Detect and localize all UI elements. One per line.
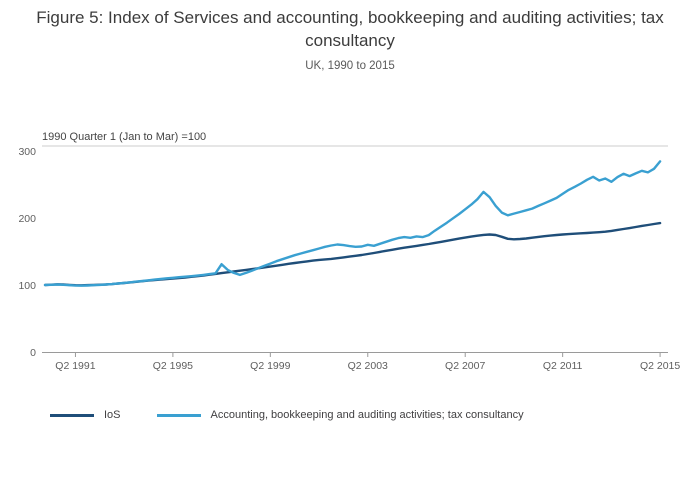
legend-item-accounting[interactable]: Accounting, bookkeeping and auditing act…	[156, 409, 524, 421]
x-tick-label: Q2 2015	[640, 360, 680, 372]
chart-title: Figure 5: Index of Services and accounti…	[36, 8, 664, 50]
y-tick-label: 100	[18, 280, 36, 292]
y-tick-label: 300	[18, 146, 36, 158]
series-line-0	[43, 221, 662, 287]
y-tick-label: 200	[18, 213, 36, 225]
y-tick-label: 0	[30, 347, 36, 359]
legend-label-ios: IoS	[104, 409, 121, 421]
series-line-1	[43, 160, 662, 287]
x-tick-label: Q2 1991	[55, 360, 95, 372]
accounting-line-swatch	[156, 413, 201, 417]
legend-item-ios[interactable]: IoS	[50, 409, 121, 421]
y-axis-note: 1990 Quarter 1 (Jan to Mar) =100	[42, 131, 207, 143]
x-tick-label: Q2 2007	[445, 360, 485, 372]
legend-label-accounting: Accounting, bookkeeping and auditing act…	[210, 409, 524, 421]
x-tick-label: Q2 2011	[543, 360, 583, 372]
x-tick-label: Q2 1995	[153, 360, 193, 372]
chart-subtitle: UK, 1990 to 2015	[305, 60, 395, 72]
chart-legend: IoS Accounting, bookkeeping and auditing…	[50, 409, 560, 421]
x-tick-label: Q2 1999	[250, 360, 290, 372]
ios-line-swatch	[50, 413, 94, 417]
x-tick-label: Q2 2003	[348, 360, 388, 372]
